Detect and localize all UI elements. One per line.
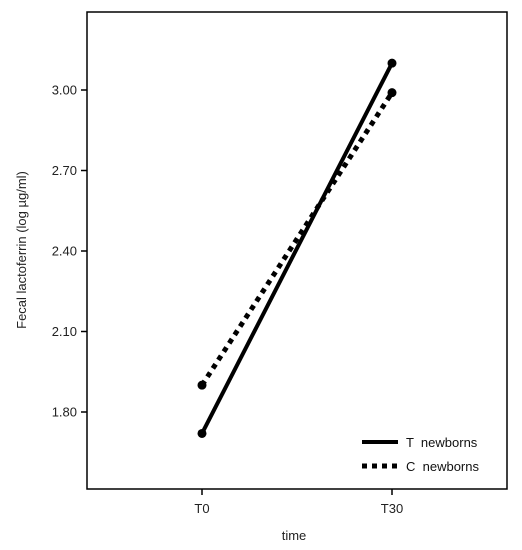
y-tick-label: 1.80 (52, 405, 77, 420)
data-point-c-newborns (197, 380, 207, 390)
y-axis-title: Fecal lactoferrin (log µg/ml) (14, 171, 29, 329)
y-tick-label: 2.70 (52, 163, 77, 178)
y-tick-label: 2.10 (52, 324, 77, 339)
series-layer (197, 58, 397, 438)
legend-label-c-newborns: C newborns (406, 459, 479, 474)
legend: T newborns C newborns (362, 435, 479, 474)
x-tick-label: T0 (194, 501, 209, 516)
series-line-c-newborns (199, 91, 395, 387)
legend-label-t-newborns: T newborns (406, 435, 478, 450)
data-point-t-newborns (387, 58, 397, 68)
data-point-t-newborns (197, 428, 207, 438)
x-tick-label: T30 (381, 501, 403, 516)
x-axis-title: time (282, 528, 307, 543)
series-line-t-newborns (200, 62, 394, 435)
y-tick-label: 3.00 (52, 83, 77, 98)
x-axis: T0 T30 (194, 489, 403, 516)
y-axis: 1.80 2.10 2.40 2.70 3.00 (52, 83, 87, 420)
data-point-c-newborns (387, 88, 397, 98)
y-tick-label: 2.40 (52, 244, 77, 259)
